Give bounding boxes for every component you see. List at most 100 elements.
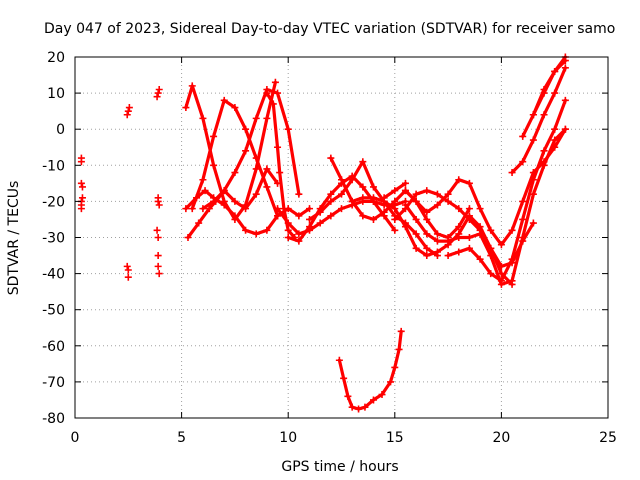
data-point-marker — [344, 392, 352, 400]
data-point-marker — [455, 223, 463, 231]
data-point-marker — [551, 89, 559, 97]
data-point-marker — [242, 205, 250, 213]
data-point-marker — [540, 111, 548, 119]
data-point-marker — [284, 125, 292, 133]
data-point-marker — [561, 64, 569, 72]
data-point-marker — [295, 230, 303, 238]
data-point-marker — [78, 194, 86, 202]
data-point-marker — [155, 270, 163, 278]
y-tick-label: 10 — [47, 86, 65, 102]
data-point-marker — [295, 190, 303, 198]
data-point-marker — [199, 114, 207, 122]
series-trace — [186, 87, 301, 240]
data-point-marker — [124, 107, 132, 115]
data-point-marker — [497, 277, 505, 285]
data-point-marker — [391, 215, 399, 223]
data-point-marker — [220, 96, 228, 104]
data-point-marker — [455, 248, 463, 256]
data-point-marker — [561, 96, 569, 104]
y-tick-label: 20 — [47, 50, 65, 66]
data-point-marker — [401, 179, 409, 187]
data-point-marker — [529, 219, 537, 227]
data-point-marker — [274, 89, 282, 97]
data-point-marker — [401, 187, 409, 195]
data-point-marker — [412, 197, 420, 205]
data-point-marker — [487, 226, 495, 234]
data-point-marker — [263, 114, 271, 122]
data-point-marker — [465, 215, 473, 223]
data-point-marker — [338, 190, 345, 198]
data-point-marker — [252, 154, 260, 162]
data-point-marker — [153, 226, 161, 234]
data-point-marker — [124, 266, 132, 274]
data-point-marker — [465, 205, 473, 213]
x-tick-label: 15 — [386, 430, 404, 446]
x-tick-label: 0 — [71, 430, 80, 446]
series-arc-p — [444, 96, 569, 285]
data-point-marker — [205, 205, 213, 213]
data-point-marker — [465, 244, 473, 252]
x-axis-title: GPS time / hours — [281, 459, 398, 475]
data-point-marker — [529, 111, 537, 119]
data-point-marker — [295, 212, 303, 220]
data-point-marker — [123, 111, 131, 119]
data-point-marker — [188, 205, 196, 213]
data-point-marker — [433, 201, 441, 209]
series-arc-m — [401, 125, 569, 249]
data-point-marker — [465, 179, 473, 187]
data-point-marker — [519, 234, 527, 241]
data-point-marker — [274, 205, 282, 213]
data-point-marker — [540, 89, 548, 97]
data-point-marker — [519, 215, 527, 223]
data-point-marker — [359, 158, 367, 166]
data-point-marker — [551, 125, 559, 133]
data-point-marker — [340, 374, 348, 382]
data-point-marker — [123, 262, 131, 270]
data-point-marker — [284, 226, 292, 234]
data-point-marker — [391, 187, 399, 195]
data-point-marker — [210, 161, 218, 169]
data-point-marker — [380, 208, 388, 216]
data-point-marker — [508, 255, 516, 263]
data-point-marker — [242, 226, 250, 234]
data-point-marker — [306, 223, 314, 231]
data-point-marker — [397, 327, 405, 335]
data-point-marker — [487, 252, 495, 260]
data-point-marker — [455, 234, 463, 241]
data-point-marker — [184, 234, 192, 241]
y-tick-label: 0 — [56, 122, 65, 138]
series-trace — [201, 167, 280, 211]
data-point-marker — [306, 215, 314, 223]
series-trace — [510, 66, 567, 175]
data-point-marker — [519, 197, 527, 205]
data-point-marker — [551, 136, 559, 144]
data-point-marker — [335, 356, 343, 364]
data-point-marker — [201, 187, 209, 195]
x-tick-label: 5 — [177, 430, 186, 446]
data-point-marker — [433, 230, 441, 238]
data-point-marker — [423, 215, 431, 223]
y-tick-label: -50 — [42, 303, 65, 319]
data-point-marker — [433, 190, 441, 198]
data-point-marker — [77, 205, 85, 213]
data-point-marker — [124, 273, 132, 281]
data-point-marker — [274, 179, 282, 187]
data-point-marker — [540, 161, 548, 169]
data-point-marker — [263, 85, 271, 93]
data-point-marker — [391, 205, 399, 213]
data-point-marker — [231, 197, 239, 205]
data-point-marker — [355, 405, 363, 413]
data-point-marker — [153, 93, 161, 101]
series-arc-q — [508, 64, 569, 177]
series-arc-s — [529, 57, 569, 119]
data-point-marker — [316, 219, 324, 227]
data-point-marker — [274, 143, 282, 151]
data-point-marker — [242, 147, 250, 155]
series-arc-deep — [335, 327, 405, 413]
axes: 20 10 0 -10 -20 -30 -40 -50 -60 -70 -80 0 5 10 15 20 25 — [42, 50, 617, 446]
data-point-marker — [359, 194, 367, 202]
data-point-marker — [369, 183, 377, 191]
data-point-marker — [465, 234, 473, 241]
data-point-marker — [220, 187, 228, 195]
